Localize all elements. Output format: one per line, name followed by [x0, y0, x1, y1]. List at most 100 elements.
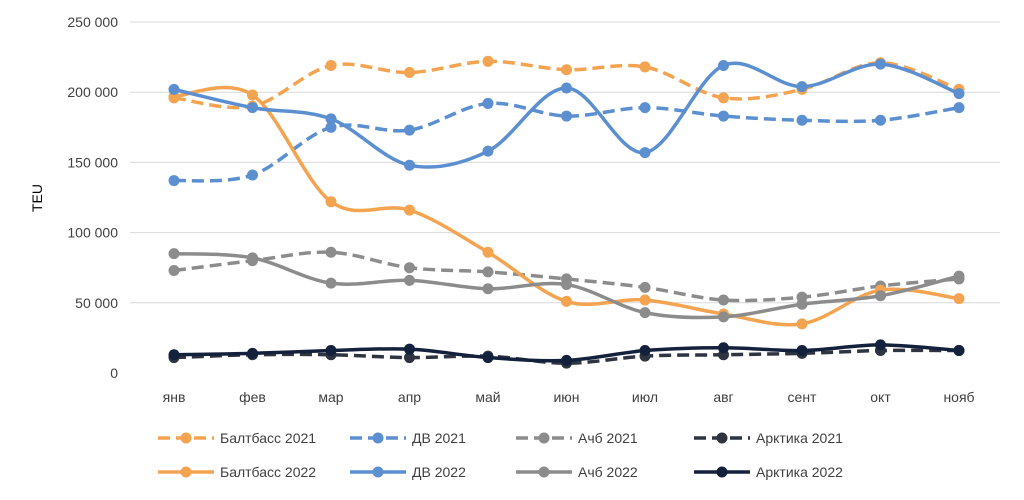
y-tick-label: 200 000: [67, 84, 118, 100]
data-point: [561, 279, 572, 291]
data-point: [639, 61, 651, 73]
x-tick-label: июн: [553, 389, 579, 405]
series-line: [172, 85, 961, 327]
legend-item: Балтбасс 2021: [158, 430, 316, 446]
x-tick-label: нояб: [943, 389, 974, 405]
data-point: [639, 345, 651, 357]
data-point: [404, 124, 415, 136]
grid-lines: [130, 21, 1000, 304]
legend-swatch-marker: [716, 432, 728, 444]
legend-label: Арктика 2021: [756, 430, 843, 446]
legend-item: Ачб 2022: [516, 464, 638, 480]
legend-label: Арктика 2022: [756, 464, 843, 480]
data-point: [247, 102, 258, 114]
x-tick-label: мар: [318, 389, 343, 405]
y-tick-label: 100 000: [67, 225, 118, 241]
data-point: [404, 343, 415, 355]
y-tick-label: 150 000: [67, 154, 118, 170]
data-point: [168, 248, 180, 260]
data-point: [796, 81, 808, 93]
data-point: [168, 175, 180, 187]
data-point: [561, 110, 572, 122]
data-point: [875, 339, 886, 351]
data-point: [168, 349, 180, 361]
data-point: [482, 266, 494, 278]
y-axis-label: TEU: [29, 184, 45, 212]
series-арктика-2022: [168, 339, 965, 366]
y-axis-ticks: 0 50 000 100 000 150 000 200 000 250 000: [67, 14, 118, 381]
data-point: [404, 274, 415, 286]
data-point: [247, 347, 258, 359]
data-point: [482, 283, 494, 295]
series-дв-2022: [168, 58, 965, 171]
legend-swatch-marker: [180, 432, 192, 444]
data-point: [168, 83, 180, 95]
series-lines: [168, 55, 965, 369]
data-point: [875, 58, 886, 70]
legend-label: Ачб 2021: [578, 430, 638, 446]
data-point: [639, 102, 651, 114]
data-point: [325, 196, 337, 208]
data-point: [404, 204, 415, 216]
x-tick-label: окт: [870, 389, 891, 405]
data-point: [482, 246, 494, 258]
data-point: [953, 293, 965, 305]
data-point: [404, 352, 415, 364]
legend-swatch-marker: [716, 466, 728, 478]
legend-item: Балтбасс 2022: [158, 464, 316, 480]
series-балтбасс-2022: [168, 85, 965, 330]
legend-item: ДВ 2021: [350, 430, 466, 446]
series-line: [173, 101, 960, 183]
data-point: [168, 265, 180, 277]
x-tick-label: май: [475, 389, 500, 405]
data-point: [718, 92, 729, 104]
data-point: [404, 67, 415, 79]
data-point: [325, 121, 337, 133]
data-point: [561, 354, 572, 366]
x-tick-label: июл: [632, 389, 658, 405]
x-tick-label: авг: [713, 389, 733, 405]
data-point: [325, 246, 337, 258]
data-point: [404, 159, 415, 171]
data-point: [796, 114, 808, 126]
legend-label: ДВ 2021: [412, 430, 466, 446]
data-point: [482, 55, 494, 67]
data-point: [247, 89, 258, 101]
y-tick-label: 0: [110, 365, 118, 381]
data-point: [639, 147, 651, 159]
data-point: [639, 294, 651, 306]
data-point: [325, 113, 337, 125]
data-point: [404, 262, 415, 274]
data-point: [718, 60, 729, 72]
y-tick-label: 50 000: [75, 295, 118, 311]
legend-swatch-marker: [538, 432, 550, 444]
x-axis-ticks: янв фев мар апр май июн июл авг сент окт нояб: [163, 389, 975, 405]
data-point: [325, 277, 337, 289]
legend: Балтбасс 2021 ДВ 2021 Ачб 2021 Арктика 2021…: [158, 430, 843, 480]
data-point: [561, 64, 572, 76]
legend-swatch-marker: [372, 432, 384, 444]
y-tick-label: 250 000: [67, 14, 118, 30]
legend-item: ДВ 2022: [350, 464, 466, 480]
data-point: [953, 270, 965, 282]
data-point: [796, 318, 808, 330]
series-line: [173, 250, 960, 303]
series-line: [173, 348, 960, 365]
data-point: [561, 295, 572, 307]
x-tick-label: янв: [163, 389, 186, 405]
series-ачб-2022: [168, 248, 965, 323]
series-дв-2021: [168, 97, 965, 187]
data-point: [247, 252, 258, 264]
legend-swatch-marker: [372, 466, 384, 478]
data-point: [561, 82, 572, 94]
legend-item: Арктика 2022: [694, 464, 843, 480]
data-point: [718, 342, 729, 354]
legend-label: Балтбасс 2022: [220, 464, 316, 480]
legend-label: Ачб 2022: [578, 464, 638, 480]
data-point: [953, 345, 965, 357]
data-point: [718, 294, 729, 306]
data-point: [639, 307, 651, 319]
data-point: [796, 298, 808, 310]
legend-label: ДВ 2022: [412, 464, 466, 480]
